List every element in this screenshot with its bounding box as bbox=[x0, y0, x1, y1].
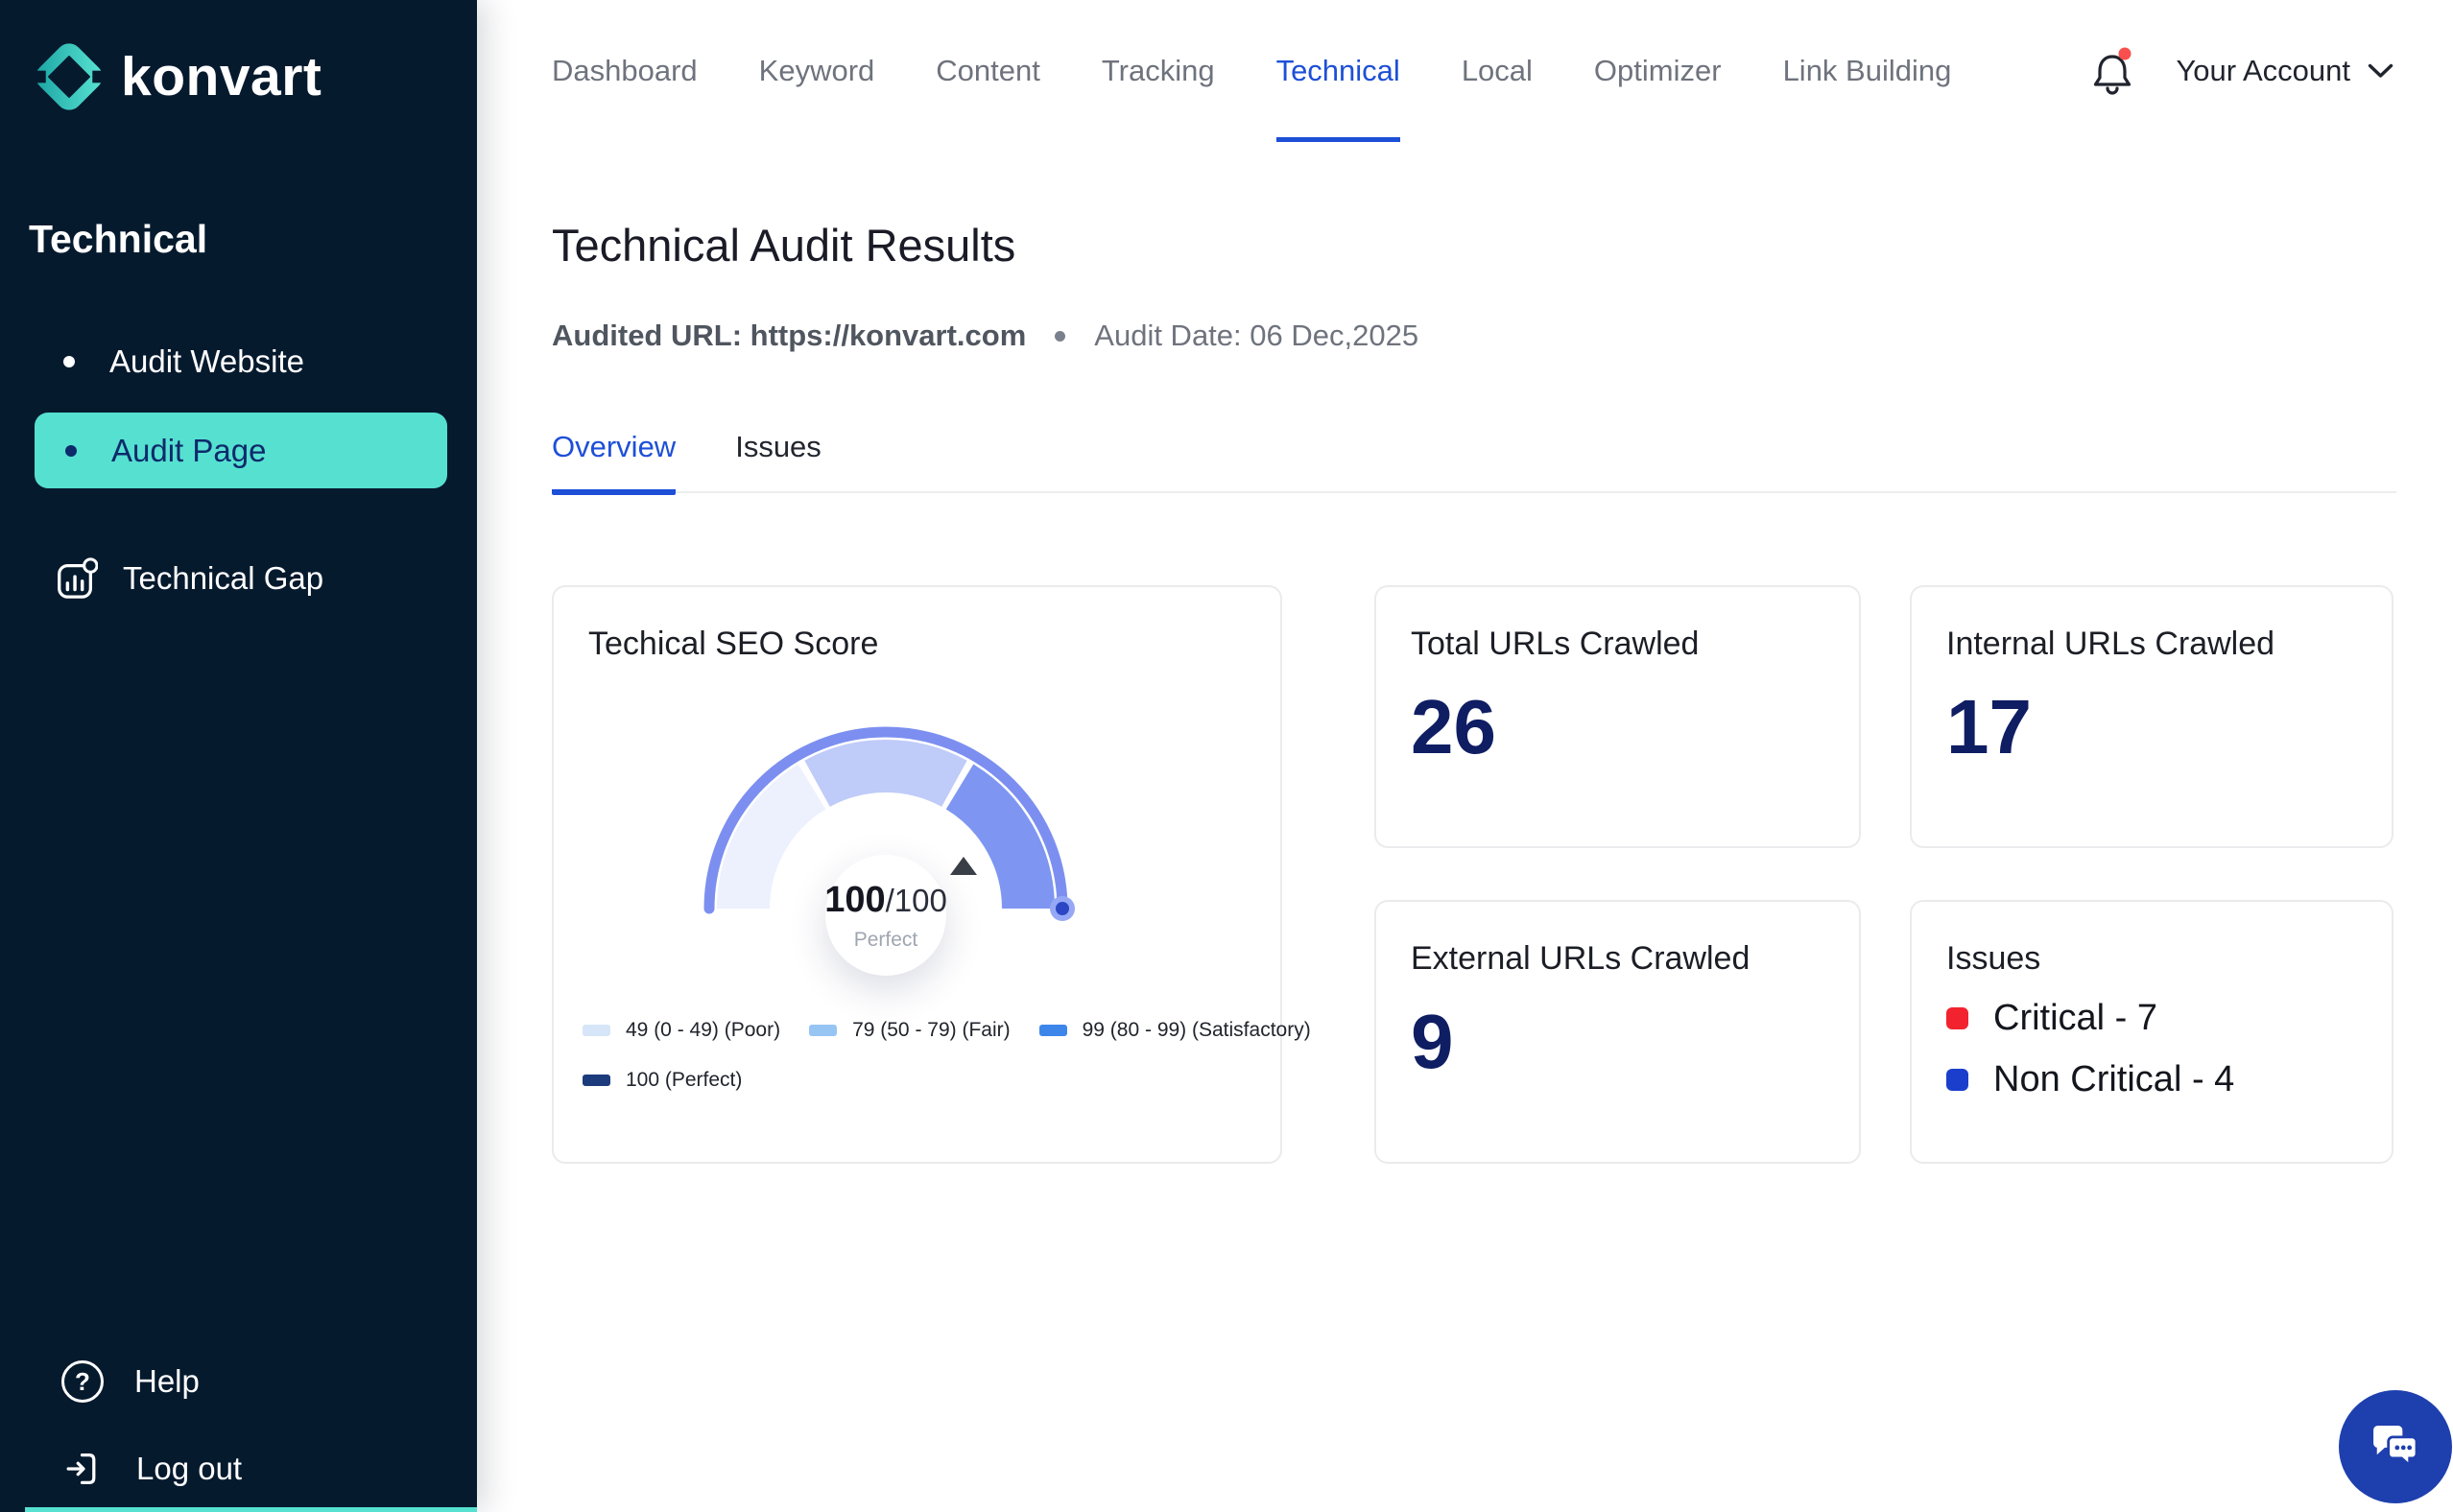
score-verdict: Perfect bbox=[854, 929, 918, 952]
legend-swatch-icon bbox=[1039, 1025, 1067, 1036]
gauge-segment-fair bbox=[818, 767, 955, 784]
legend-item-poor: 49 (0 - 49) (Poor) bbox=[583, 1019, 780, 1042]
sidebar: konvart Technical Audit Website Audit Pa… bbox=[0, 0, 477, 1512]
help-glyph: ? bbox=[75, 1367, 90, 1397]
account-menu[interactable]: Your Account bbox=[2176, 54, 2393, 88]
page-title: Technical Audit Results bbox=[552, 219, 1015, 272]
card-title: Total URLs Crawled bbox=[1411, 626, 1699, 663]
card-title: Issues bbox=[1946, 940, 2040, 978]
sidebar-help[interactable]: ? Help bbox=[61, 1360, 200, 1403]
tab-issues[interactable]: Issues bbox=[735, 430, 822, 495]
gauge-segment-satisfactory bbox=[960, 787, 1028, 909]
nav-optimizer[interactable]: Optimizer bbox=[1594, 0, 1722, 142]
brand-logo[interactable]: konvart bbox=[33, 40, 322, 113]
nav-content[interactable]: Content bbox=[936, 0, 1040, 142]
legend-swatch-icon bbox=[809, 1025, 837, 1036]
sidebar-item-label: Technical Gap bbox=[123, 560, 323, 597]
sidebar-bottom-accent bbox=[25, 1507, 477, 1512]
sidebar-item-label: Audit Website bbox=[109, 343, 304, 380]
header-right: Your Account bbox=[2091, 0, 2393, 142]
audit-meta: Audited URL: https://konvart.com Audit D… bbox=[552, 319, 1418, 353]
logout-label: Log out bbox=[136, 1451, 242, 1487]
external-urls-card: External URLs Crawled 9 bbox=[1374, 900, 1861, 1164]
score-value: 100/100 bbox=[824, 880, 947, 921]
nav-link-building[interactable]: Link Building bbox=[1783, 0, 1952, 142]
bullet-icon bbox=[65, 445, 77, 457]
card-title: Techical SEO Score bbox=[588, 626, 878, 663]
legend-item-perfect: 100 (Perfect) bbox=[583, 1069, 742, 1092]
critical-swatch-icon bbox=[1946, 1007, 1968, 1029]
nav-keyword[interactable]: Keyword bbox=[759, 0, 875, 142]
seo-score-card: Techical SEO Score 100/100 Perfect bbox=[552, 585, 1282, 1164]
audit-date: Audit Date: 06 Dec,2025 bbox=[1094, 319, 1418, 353]
card-title: Internal URLs Crawled bbox=[1946, 626, 2274, 663]
legend-swatch-icon bbox=[583, 1025, 610, 1036]
gauge-score-bubble: 100/100 Perfect bbox=[825, 855, 946, 976]
issue-row-non-critical: Non Critical - 4 bbox=[1946, 1059, 2234, 1100]
score-number: 100 bbox=[824, 880, 885, 920]
brand-name: konvart bbox=[121, 45, 322, 108]
sidebar-item-audit-website[interactable]: Audit Website bbox=[63, 343, 304, 380]
chat-icon bbox=[2364, 1415, 2427, 1478]
top-navigation: Dashboard Keyword Content Tracking Techn… bbox=[552, 0, 1951, 142]
triangle-up-icon bbox=[950, 857, 977, 875]
sidebar-section-title: Technical bbox=[29, 217, 207, 262]
issue-row-critical: Critical - 7 bbox=[1946, 998, 2157, 1039]
score-max: /100 bbox=[886, 883, 947, 918]
sidebar-logout[interactable]: Log out bbox=[61, 1447, 242, 1491]
bullet-icon bbox=[63, 356, 75, 367]
legend-item-satisfactory: 99 (80 - 99) (Satisfactory) bbox=[1039, 1019, 1311, 1042]
gauge-end-dot bbox=[1056, 902, 1069, 915]
sidebar-item-technical-gap[interactable]: Technical Gap bbox=[54, 556, 323, 601]
account-label: Your Account bbox=[2176, 54, 2350, 88]
help-label: Help bbox=[134, 1363, 200, 1400]
legend-swatch-icon bbox=[583, 1075, 610, 1086]
help-icon: ? bbox=[61, 1360, 104, 1403]
nav-dashboard[interactable]: Dashboard bbox=[552, 0, 698, 142]
internal-urls-value: 17 bbox=[1946, 683, 2032, 771]
nav-local[interactable]: Local bbox=[1462, 0, 1533, 142]
gauge-segment-poor bbox=[744, 787, 812, 909]
card-title: External URLs Crawled bbox=[1411, 940, 1750, 978]
external-urls-value: 9 bbox=[1411, 998, 1454, 1086]
gauge-legend: 49 (0 - 49) (Poor) 79 (50 - 79) (Fair) 9… bbox=[583, 1019, 1311, 1119]
notification-dot bbox=[2119, 48, 2131, 60]
notifications-button[interactable] bbox=[2091, 47, 2133, 95]
nav-tracking[interactable]: Tracking bbox=[1102, 0, 1215, 142]
bar-chart-icon bbox=[54, 556, 98, 601]
legend-item-fair: 79 (50 - 79) (Fair) bbox=[809, 1019, 1011, 1042]
audited-url: Audited URL: https://konvart.com bbox=[552, 319, 1026, 353]
separator-dot-icon bbox=[1055, 331, 1065, 342]
app-screen: konvart Technical Audit Website Audit Pa… bbox=[0, 0, 2453, 1512]
sidebar-item-audit-page[interactable]: Audit Page bbox=[35, 413, 447, 488]
tab-overview[interactable]: Overview bbox=[552, 430, 676, 495]
issues-card: Issues Critical - 7 Non Critical - 4 bbox=[1910, 900, 2393, 1164]
non-critical-swatch-icon bbox=[1946, 1069, 1968, 1091]
total-urls-value: 26 bbox=[1411, 683, 1496, 771]
result-tabs: Overview Issues bbox=[552, 430, 2396, 493]
total-urls-card: Total URLs Crawled 26 bbox=[1374, 585, 1861, 848]
konvart-logo-icon bbox=[33, 40, 106, 113]
internal-urls-card: Internal URLs Crawled 17 bbox=[1910, 585, 2393, 848]
chat-button[interactable] bbox=[2339, 1390, 2452, 1503]
chevron-down-icon bbox=[2368, 63, 2393, 79]
nav-technical[interactable]: Technical bbox=[1276, 0, 1400, 142]
bell-icon bbox=[2091, 47, 2133, 95]
sidebar-item-label: Audit Page bbox=[111, 433, 266, 469]
logout-icon bbox=[61, 1447, 106, 1491]
